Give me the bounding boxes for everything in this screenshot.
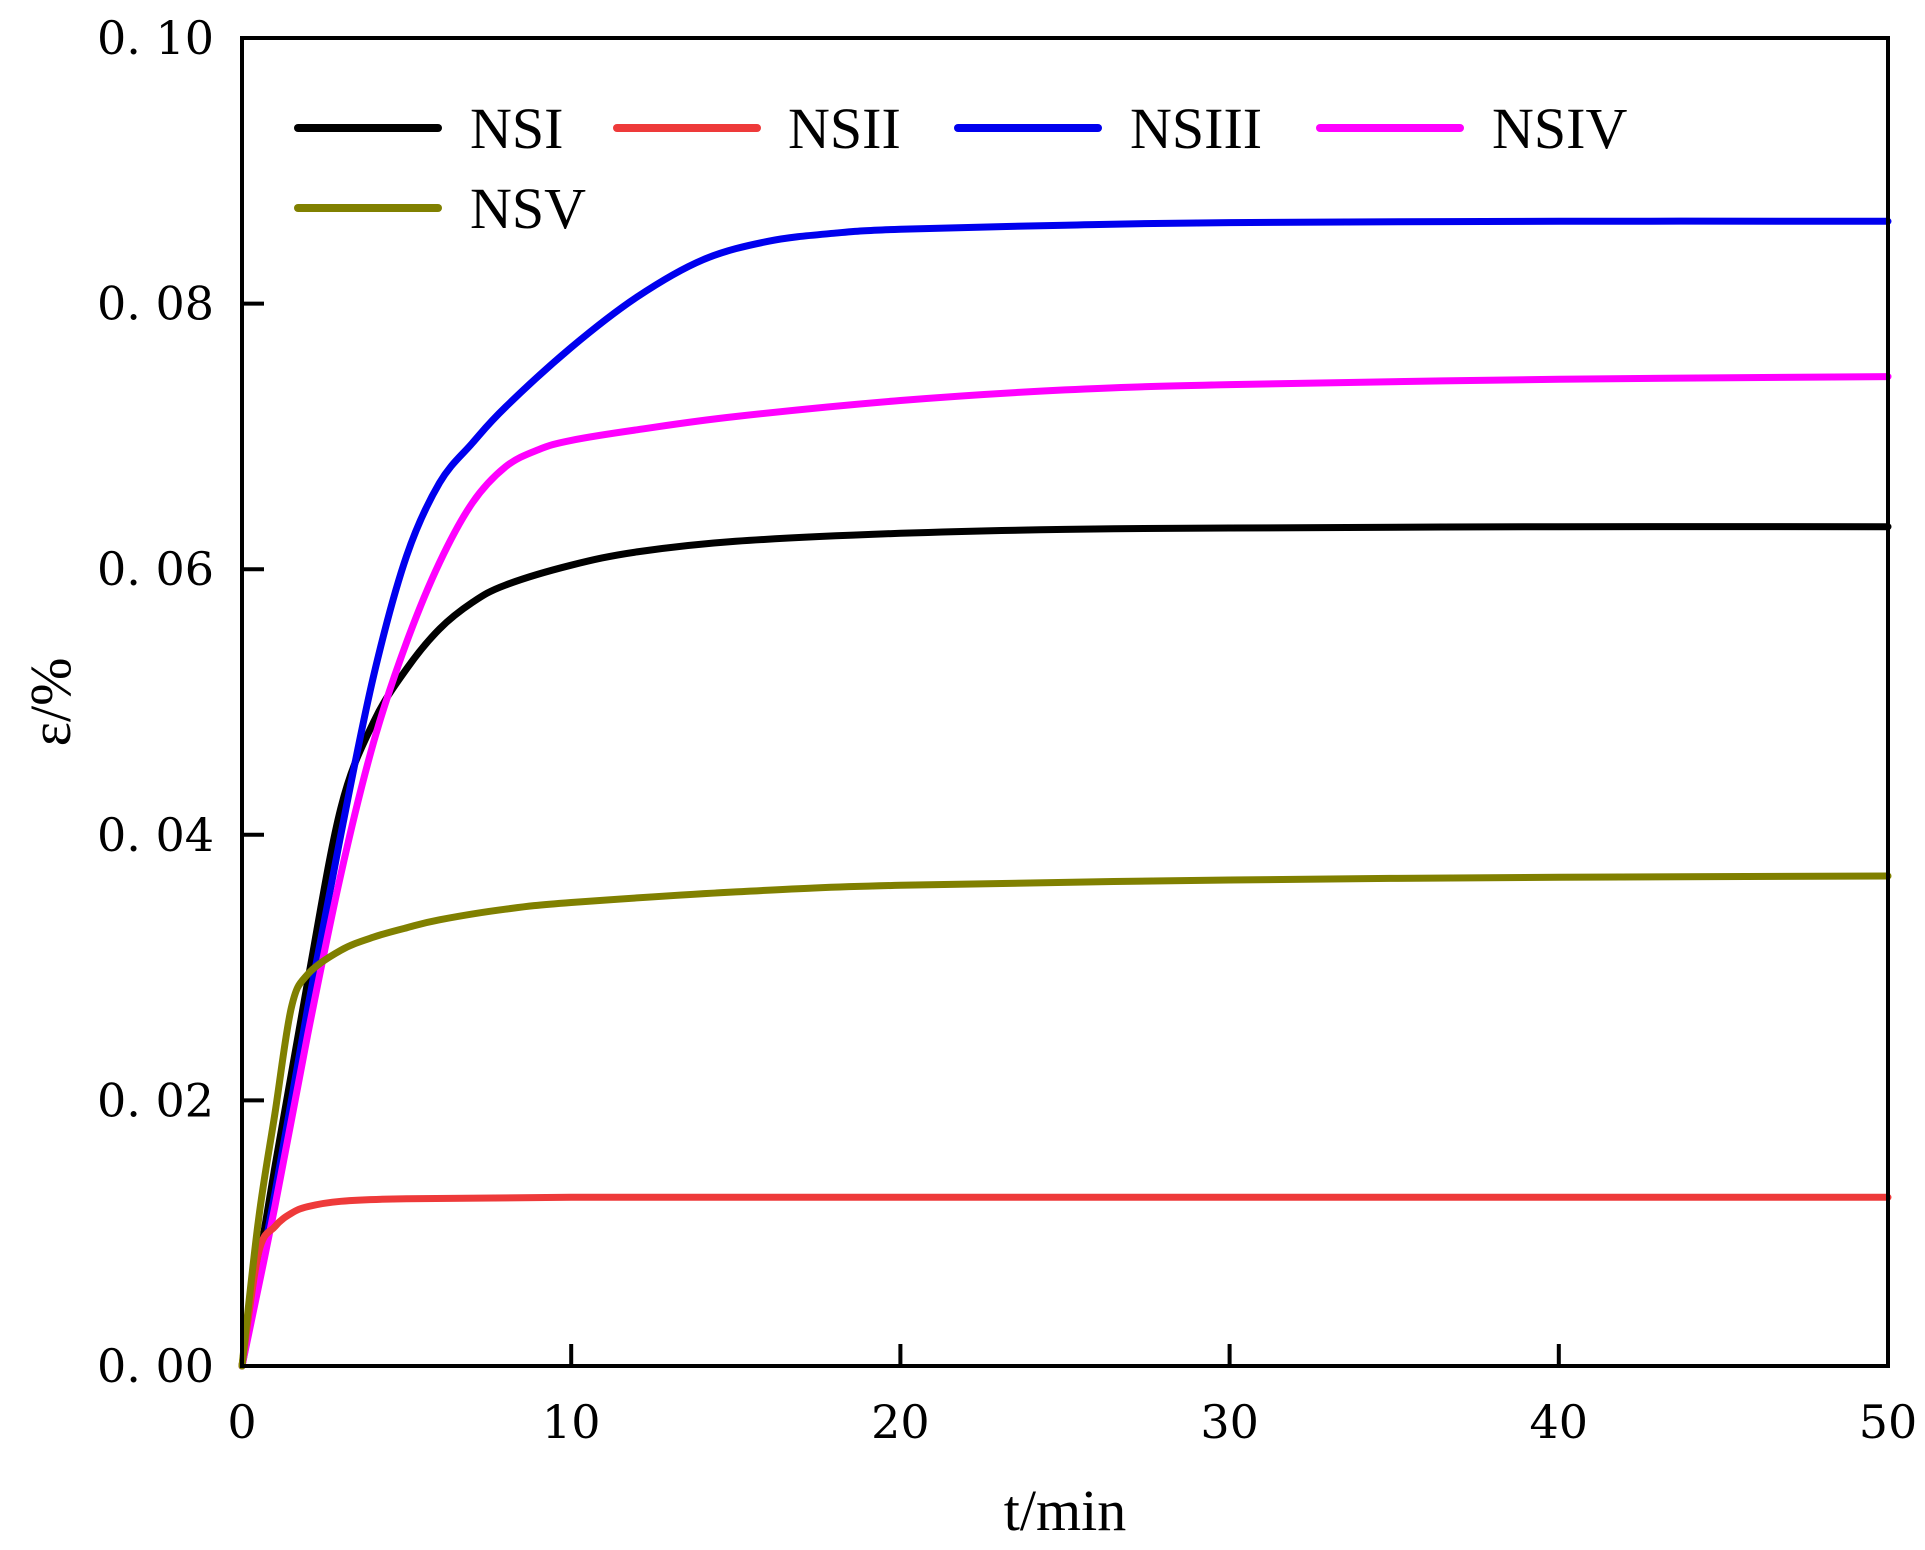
x-tick-label: 50 [1859, 1395, 1918, 1449]
y-tick-label: 0. 10 [97, 11, 214, 65]
legend-label-nsiv: NSIV [1492, 96, 1627, 161]
series-layer [238, 217, 1892, 1370]
legend-label-nsv: NSV [470, 176, 586, 241]
y-axis-title: ε/% [18, 658, 83, 747]
series-line-nsiv [238, 373, 1892, 1370]
legend: NSI NSII NSIII NSIV NSV [294, 96, 1627, 241]
x-axis: 0 10 20 30 40 50 [227, 1344, 1917, 1449]
series-line-nsv [238, 872, 1892, 1370]
legend-label-nsi: NSI [470, 96, 563, 161]
series-line-nsiii [238, 217, 1892, 1370]
y-tick-label: 0. 02 [97, 1073, 214, 1127]
y-tick-label: 0. 04 [97, 808, 214, 862]
y-tick-label: 0. 06 [97, 542, 214, 596]
series-line-nsi [238, 523, 1892, 1370]
y-tick-label: 0. 00 [97, 1339, 214, 1393]
y-axis: 0. 00 0. 02 0. 04 0. 06 0. 08 0. 10 [97, 11, 264, 1393]
x-tick-label: 40 [1530, 1395, 1589, 1449]
x-tick-label: 30 [1200, 1395, 1259, 1449]
x-tick-label: 0 [227, 1395, 256, 1449]
plot-frame [240, 36, 1890, 1368]
x-tick-label: 20 [871, 1395, 930, 1449]
x-axis-title: t/min [1004, 1478, 1126, 1543]
legend-label-nsiii: NSIII [1130, 96, 1262, 161]
series-line-nsii [238, 1193, 1892, 1370]
y-tick-label: 0. 08 [97, 277, 214, 331]
legend-label-nsii: NSII [788, 96, 901, 161]
x-tick-label: 10 [542, 1395, 601, 1449]
